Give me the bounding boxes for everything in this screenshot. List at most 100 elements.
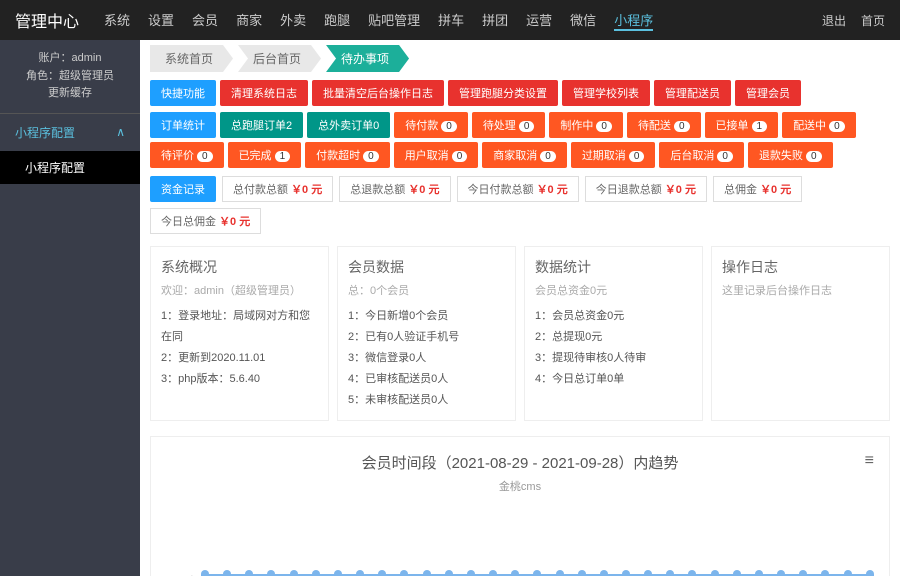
nav-item[interactable]: 拼车 [438, 10, 464, 31]
nav-item[interactable]: 外卖 [280, 10, 306, 31]
status-tag[interactable]: 总外卖订单0 [307, 112, 390, 138]
data-point[interactable] [201, 570, 209, 576]
nav-item[interactable]: 设置 [148, 10, 174, 31]
data-point[interactable] [245, 570, 253, 576]
panel-title: 系统概况 [161, 257, 318, 277]
money-box: 总付款总额 ￥0 元 [222, 176, 333, 202]
data-point[interactable] [600, 570, 608, 576]
status-tag[interactable]: 用户取消0 [394, 142, 479, 168]
data-point[interactable] [733, 570, 741, 576]
data-point[interactable] [755, 570, 763, 576]
panel-title: 操作日志 [722, 257, 879, 277]
data-point[interactable] [711, 570, 719, 576]
status-tag[interactable]: 待付款0 [394, 112, 468, 138]
data-point[interactable] [622, 570, 630, 576]
status-tag[interactable]: 待评价0 [150, 142, 224, 168]
chart-menu-icon[interactable]: ≡ [865, 452, 874, 470]
data-point[interactable] [312, 570, 320, 576]
data-point[interactable] [533, 570, 541, 576]
data-point[interactable] [799, 570, 807, 576]
status-tag[interactable]: 总跑腿订单2 [220, 112, 303, 138]
money-box: 今日总佣金 ￥0 元 [150, 208, 261, 234]
panel-sub: 欢迎：admin（超级管理员） [161, 282, 318, 298]
top-right-link[interactable]: 退出 [822, 12, 846, 29]
status-row: 订单统计总跑腿订单2总外卖订单0待付款0待处理0制作中0待配送0已接单1配送中0… [150, 112, 890, 168]
money-box: 总佣金 ￥0 元 [713, 176, 802, 202]
breadcrumb-item[interactable]: 系统首页 [150, 45, 233, 72]
money-label: 资金记录 [150, 176, 216, 202]
top-right: 退出首页 [822, 12, 885, 29]
cache-link[interactable]: 更新缓存 [10, 85, 130, 103]
data-point[interactable] [290, 570, 298, 576]
status-tag[interactable]: 订单统计 [150, 112, 216, 138]
status-tag[interactable]: 付款超时0 [305, 142, 390, 168]
data-point[interactable] [223, 570, 231, 576]
top-right-link[interactable]: 首页 [861, 12, 885, 29]
account: 账户：admin [10, 50, 130, 68]
panel-sub: 会员总资金0元 [535, 282, 692, 298]
status-tag[interactable]: 已接单1 [705, 112, 779, 138]
nav-item[interactable]: 小程序 [614, 10, 653, 31]
data-point[interactable] [467, 570, 475, 576]
quick-button[interactable]: 管理会员 [735, 80, 801, 106]
quick-button[interactable]: 清理系统日志 [220, 80, 308, 106]
nav-item[interactable]: 拼团 [482, 10, 508, 31]
money-box: 总退款总额 ￥0 元 [339, 176, 450, 202]
status-tag[interactable]: 过期取消0 [571, 142, 656, 168]
info-panel: 操作日志这里记录后台操作日志 [711, 246, 890, 421]
breadcrumb-item[interactable]: 后台首页 [238, 45, 321, 72]
status-tag[interactable]: 退款失败0 [748, 142, 833, 168]
status-tag[interactable]: 待配送0 [627, 112, 701, 138]
panel-item: 3：提现待审核0人待审 [535, 348, 692, 369]
data-point[interactable] [267, 570, 275, 576]
breadcrumb-item[interactable]: 待办事项 [326, 45, 409, 72]
money-box: 今日退款总额 ￥0 元 [585, 176, 707, 202]
data-point[interactable] [844, 570, 852, 576]
status-tag[interactable]: 制作中0 [549, 112, 623, 138]
main-content: 系统首页后台首页待办事项 快捷功能清理系统日志批量清空后台操作日志管理跑腿分类设… [140, 40, 900, 576]
info-panels: 系统概况欢迎：admin（超级管理员）1：登录地址：局域网对方和您在同2：更新到… [150, 246, 890, 421]
status-tag[interactable]: 已完成1 [228, 142, 302, 168]
data-point[interactable] [644, 570, 652, 576]
nav-item[interactable]: 微信 [570, 10, 596, 31]
nav-item[interactable]: 贴吧管理 [368, 10, 420, 31]
data-point[interactable] [777, 570, 785, 576]
chart-subtitle: 金桃cms [166, 478, 874, 494]
data-point[interactable] [578, 570, 586, 576]
nav-item[interactable]: 会员 [192, 10, 218, 31]
quick-button[interactable]: 管理学校列表 [562, 80, 650, 106]
data-point[interactable] [688, 570, 696, 576]
nav-item[interactable]: 跑腿 [324, 10, 350, 31]
status-tag[interactable]: 配送中0 [782, 112, 856, 138]
data-point[interactable] [423, 570, 431, 576]
quick-functions-row: 快捷功能清理系统日志批量清空后台操作日志管理跑腿分类设置管理学校列表管理配送员管… [150, 80, 890, 106]
side-sub-item[interactable]: 小程序配置 [0, 151, 140, 184]
data-point[interactable] [866, 570, 874, 576]
data-point[interactable] [378, 570, 386, 576]
data-point[interactable] [556, 570, 564, 576]
data-point[interactable] [489, 570, 497, 576]
data-point[interactable] [334, 570, 342, 576]
data-point[interactable] [511, 570, 519, 576]
chart-title: 会员时间段（2021-08-29 - 2021-09-28）内趋势 [166, 452, 874, 473]
money-box: 今日付款总额 ￥0 元 [457, 176, 579, 202]
chart-body: 单位/人 [201, 514, 874, 576]
status-tag[interactable]: 商家取消0 [482, 142, 567, 168]
breadcrumb: 系统首页后台首页待办事项 [150, 45, 890, 72]
nav-item[interactable]: 运营 [526, 10, 552, 31]
data-point[interactable] [666, 570, 674, 576]
data-point[interactable] [445, 570, 453, 576]
nav-item[interactable]: 商家 [236, 10, 262, 31]
brand: 管理中心 [15, 8, 79, 32]
status-tag[interactable]: 后台取消0 [659, 142, 744, 168]
data-point[interactable] [821, 570, 829, 576]
data-point[interactable] [356, 570, 364, 576]
side-menu-item[interactable]: 小程序配置 ∧ [0, 114, 140, 151]
quick-button[interactable]: 批量清空后台操作日志 [312, 80, 444, 106]
quick-button[interactable]: 管理跑腿分类设置 [448, 80, 558, 106]
status-tag[interactable]: 待处理0 [472, 112, 546, 138]
quick-button[interactable]: 管理配送员 [654, 80, 731, 106]
panel-item: 3：微信登录0人 [348, 348, 505, 369]
data-point[interactable] [400, 570, 408, 576]
nav-item[interactable]: 系统 [104, 10, 130, 31]
